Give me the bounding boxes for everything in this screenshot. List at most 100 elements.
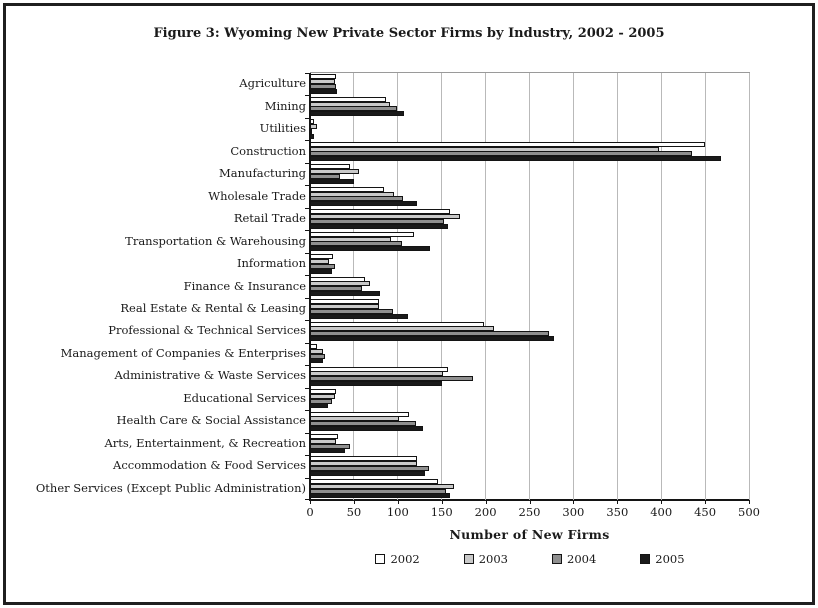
bar-2002 [310, 433, 339, 439]
bar-2003 [310, 236, 391, 242]
bar-2005 [310, 201, 418, 207]
bar-2005 [310, 111, 404, 117]
x-tick-label: 450 [694, 505, 717, 519]
bar-2003 [310, 393, 335, 399]
bar-2005 [310, 425, 424, 431]
bar-2002 [310, 254, 333, 260]
bar-2002 [310, 456, 418, 462]
bar-2004 [310, 241, 403, 247]
x-tick-label: 0 [306, 505, 314, 519]
gridline [748, 73, 750, 500]
bar-2004 [310, 263, 336, 269]
bar-2003 [310, 461, 418, 467]
category-label: Management of Companies & Enterprises [60, 345, 306, 360]
bar-2004 [310, 196, 404, 202]
bar-2004 [310, 84, 337, 89]
bar-2004 [310, 421, 417, 427]
y-axis-tick [305, 455, 310, 457]
category-label: Real Estate & Rental & Leasing [120, 300, 306, 315]
category-label: Accommodation & Food Services [113, 458, 306, 473]
category-label: Utilities [259, 121, 306, 136]
x-axis-tick [397, 500, 399, 504]
bar-2005 [310, 336, 555, 341]
category-label: Wholesale Trade [208, 188, 306, 203]
bar-2005 [310, 358, 324, 364]
x-axis-tick [661, 500, 663, 504]
bar-2004 [310, 443, 351, 449]
bar-2003 [310, 191, 395, 197]
bar-2002 [310, 209, 451, 215]
gridline [572, 73, 574, 500]
category-label: Arts, Entertainment, & Recreation [104, 435, 306, 450]
y-axis-tick [305, 73, 310, 74]
x-tick-label: 350 [606, 505, 629, 519]
x-tick-label: 100 [386, 505, 409, 519]
bar-2004 [310, 218, 445, 224]
bar-2003 [310, 258, 330, 264]
bar-2003 [310, 124, 318, 130]
bar-2003 [310, 348, 324, 354]
y-axis-tick [305, 185, 310, 187]
bar-2003 [310, 146, 659, 152]
bar-2004 [310, 376, 474, 382]
bar-2002 [310, 186, 384, 192]
x-tick-label: 300 [562, 505, 585, 519]
y-axis-tick [305, 207, 310, 209]
category-label: Health Care & Social Assistance [116, 413, 307, 428]
bar-2002 [310, 389, 337, 395]
category-label: Professional & Technical Services [108, 323, 306, 338]
y-axis-tick [305, 230, 310, 232]
gridline [704, 73, 706, 500]
x-axis-tick [617, 500, 619, 504]
y-axis-tick [305, 432, 310, 434]
bar-2005 [310, 178, 354, 184]
x-tick-label: 150 [430, 505, 453, 519]
category-label: Mining [264, 98, 306, 113]
bar-2004 [310, 331, 549, 337]
x-axis-tick [705, 500, 707, 504]
bar-2002 [310, 344, 318, 350]
bar-2002 [310, 478, 439, 484]
legend-swatch-icon [375, 554, 386, 564]
bar-2005 [310, 380, 442, 386]
y-axis-tick [305, 477, 310, 479]
y-axis-tick [305, 387, 310, 389]
gridline [441, 73, 443, 500]
x-tick-label: 200 [474, 505, 497, 519]
gridline [660, 73, 662, 500]
bar-2002 [310, 96, 387, 102]
category-label: Transportation & Warehousing [125, 233, 306, 248]
x-tick-label: 500 [738, 505, 760, 519]
bar-2003 [310, 326, 495, 332]
legend-label: 2005 [655, 552, 685, 566]
bar-2002 [310, 276, 366, 282]
y-axis-tick [305, 252, 310, 254]
bar-2003 [310, 79, 336, 85]
legend: 2002 2003 2004 2005 [300, 552, 760, 566]
bar-2005 [310, 156, 721, 162]
bar-2002 [310, 321, 484, 327]
legend-swatch-icon [640, 554, 651, 564]
category-label: Educational Services [183, 390, 306, 405]
bar-2004 [310, 173, 340, 179]
bar-2005 [310, 313, 409, 319]
plot-area [305, 72, 750, 504]
legend-item-2005: 2005 [640, 552, 685, 566]
bar-2003 [310, 169, 360, 175]
category-label: Manufacturing [219, 166, 306, 181]
bar-2005 [310, 403, 329, 409]
x-axis-tick [529, 500, 531, 504]
legend-swatch-icon [463, 554, 474, 564]
bar-2004 [310, 308, 394, 314]
bar-2003 [310, 483, 454, 489]
bar-2003 [310, 281, 370, 287]
gridline [616, 73, 618, 500]
y-axis-tick [305, 342, 310, 344]
category-label: Other Services (Except Public Administra… [35, 480, 306, 495]
bar-2003 [310, 438, 337, 444]
bar-2003 [310, 371, 444, 377]
bar-2002 [310, 299, 380, 305]
y-axis-tick [305, 162, 310, 164]
bar-2005 [310, 246, 431, 252]
x-axis-tick [353, 500, 355, 504]
